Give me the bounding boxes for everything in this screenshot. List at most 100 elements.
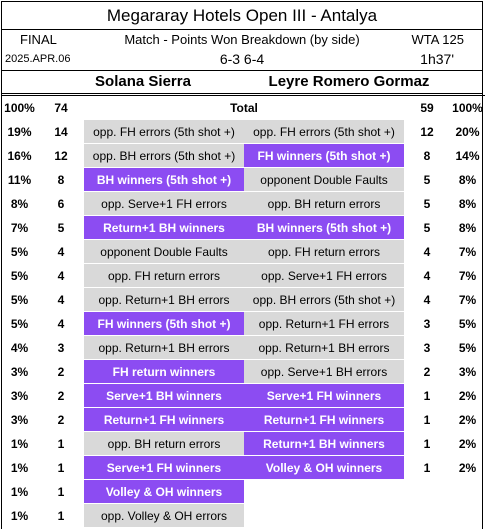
right-category: opponent Double Faults (244, 167, 404, 192)
right-pct: 2% (450, 407, 485, 432)
right-pct (450, 503, 485, 528)
right-value: 5 (404, 215, 450, 240)
right-category: opp. FH return errors (244, 239, 404, 264)
left-value: 1 (38, 455, 84, 480)
left-pct: 8% (1, 191, 38, 216)
left-pct: 1% (1, 503, 38, 528)
left-category: FH return winners (84, 359, 244, 384)
breakdown-row: 4% 3 opp. Return+1 BH errors opp. Return+1 … (1, 335, 485, 360)
breakdown-row: 7% 5 Return+1 BH winners BH winners (5th sh… (1, 215, 485, 240)
total-row: 100% 74 Total 59 100% (1, 95, 485, 120)
right-value: 5 (404, 167, 450, 192)
left-category: Volley & OH winners (84, 479, 244, 504)
outer-border-left (1, 1, 2, 529)
player-right-name: Leyre Romero Gormaz (268, 73, 430, 90)
left-category: opp. Return+1 BH errors (84, 335, 244, 360)
total-right-value: 59 (404, 95, 450, 120)
tournament-title: Megararay Hotels Open III - Antalya (1, 1, 483, 30)
left-category: opp. Volley & OH errors (84, 503, 244, 528)
right-value: 1 (404, 407, 450, 432)
breakdown-row: 3% 2 Return+1 FH winners Return+1 FH winner… (1, 407, 485, 432)
left-value: 2 (38, 359, 84, 384)
left-pct: 7% (1, 215, 38, 240)
left-category: Serve+1 BH winners (84, 383, 244, 408)
right-category: Return+1 BH winners (244, 431, 404, 456)
breakdown-row: 1% 1 opp. BH return errors Return+1 BH winn… (1, 431, 485, 456)
right-value: 2 (404, 359, 450, 384)
right-category (244, 479, 404, 504)
left-category: opp. BH return errors (84, 431, 244, 456)
left-pct: 5% (1, 311, 38, 336)
right-category: FH winners (5th shot +) (244, 143, 404, 168)
right-value: 4 (404, 239, 450, 264)
breakdown-row: 16% 12 opp. BH errors (5th shot +) FH winne… (1, 143, 485, 168)
left-category: opp. FH errors (5th shot +) (84, 119, 244, 144)
right-value: 5 (404, 191, 450, 216)
left-pct: 3% (1, 407, 38, 432)
left-pct: 4% (1, 335, 38, 360)
right-category: opp. FH errors (5th shot +) (244, 119, 404, 144)
left-pct: 3% (1, 383, 38, 408)
match-duration: 1h37' (420, 51, 454, 67)
right-category: opp. Serve+1 FH errors (244, 263, 404, 288)
right-pct: 7% (450, 287, 485, 312)
breakdown-row: 5% 4 FH winners (5th shot +) opp. Return+1 … (1, 311, 485, 336)
left-value: 14 (38, 119, 84, 144)
breakdown-row: 1% 1 Volley & OH winners (1, 479, 485, 504)
right-category: opp. Serve+1 BH errors (244, 359, 404, 384)
breakdown-row: 3% 2 FH return winners opp. Serve+1 BH erro… (1, 359, 485, 384)
right-pct: 14% (450, 143, 485, 168)
right-category: Volley & OH winners (244, 455, 404, 480)
points-breakdown-table: 100% 74 Total 59 100% 19% 14 opp. FH error… (1, 95, 485, 528)
breakdown-row: 8% 6 opp. Serve+1 FH errors opp. BH return … (1, 191, 485, 216)
breakdown-row: 19% 14 opp. FH errors (5th shot +) opp. FH … (1, 119, 485, 144)
right-pct: 7% (450, 263, 485, 288)
left-value: 12 (38, 143, 84, 168)
right-category: opp. Return+1 BH errors (244, 335, 404, 360)
left-pct: 1% (1, 455, 38, 480)
left-pct: 19% (1, 119, 38, 144)
right-pct: 8% (450, 215, 485, 240)
left-value: 5 (38, 215, 84, 240)
right-value: 4 (404, 263, 450, 288)
right-pct: 7% (450, 239, 485, 264)
left-pct: 5% (1, 239, 38, 264)
breakdown-row: 11% 8 BH winners (5th shot +) opponent Doub… (1, 167, 485, 192)
right-value: 12 (404, 119, 450, 144)
left-value: 3 (38, 335, 84, 360)
right-value: 1 (404, 455, 450, 480)
left-value: 1 (38, 479, 84, 504)
left-category: Return+1 FH winners (84, 407, 244, 432)
left-category: opp. BH errors (5th shot +) (84, 143, 244, 168)
chart-subtitle: Match - Points Won Breakdown (by side) (124, 32, 360, 47)
total-left-pct: 100% (1, 95, 38, 120)
breakdown-row: 1% 1 opp. Volley & OH errors (1, 503, 485, 528)
left-value: 6 (38, 191, 84, 216)
right-pct: 2% (450, 383, 485, 408)
right-value: 3 (404, 335, 450, 360)
left-category: Serve+1 FH winners (84, 455, 244, 480)
left-category: FH winners (5th shot +) (84, 311, 244, 336)
match-status: FINAL (20, 32, 57, 47)
total-label: Total (84, 95, 404, 120)
left-value: 4 (38, 263, 84, 288)
left-pct: 3% (1, 359, 38, 384)
left-value: 1 (38, 503, 84, 528)
left-pct: 1% (1, 479, 38, 504)
tournament-category: WTA 125 (411, 32, 464, 47)
right-pct: 2% (450, 431, 485, 456)
left-pct: 1% (1, 431, 38, 456)
right-pct: 8% (450, 191, 485, 216)
right-pct: 3% (450, 359, 485, 384)
right-value (404, 479, 450, 504)
right-category: BH winners (5th shot +) (244, 215, 404, 240)
right-category: opp. Return+1 FH errors (244, 311, 404, 336)
left-pct: 5% (1, 263, 38, 288)
left-category: opp. Return+1 BH errors (84, 287, 244, 312)
right-category: opp. BH return errors (244, 191, 404, 216)
breakdown-row: 5% 4 opp. Return+1 BH errors opp. BH errors… (1, 287, 485, 312)
right-value: 8 (404, 143, 450, 168)
right-value: 1 (404, 431, 450, 456)
right-pct: 5% (450, 335, 485, 360)
left-value: 4 (38, 311, 84, 336)
